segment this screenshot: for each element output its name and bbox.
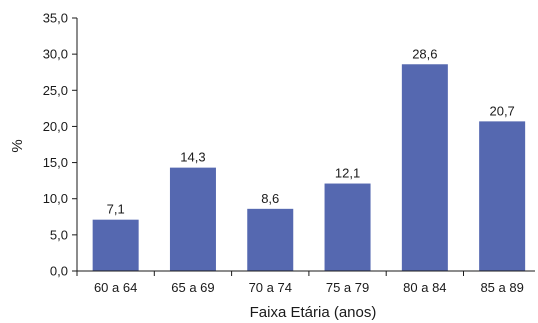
y-tick-label: 10,0	[43, 191, 68, 206]
x-tick-label: 80 a 84	[403, 280, 446, 295]
bar-value-label: 12,1	[335, 166, 360, 181]
bar	[324, 183, 371, 271]
y-tick-label: 5,0	[50, 227, 68, 242]
bar	[479, 121, 526, 272]
y-tick-label: 0,0	[50, 264, 68, 279]
y-tick-label: 25,0	[43, 83, 68, 98]
bar	[247, 208, 294, 271]
bar	[169, 167, 216, 271]
bar	[401, 64, 448, 272]
x-tick-label: 75 a 79	[326, 280, 369, 295]
y-tick-label: 15,0	[43, 155, 68, 170]
bar-value-label: 14,3	[180, 150, 205, 165]
bar-value-label: 28,6	[412, 46, 437, 61]
bar-value-label: 20,7	[489, 103, 514, 118]
x-axis-ticks: 60 a 64 65 a 69 70 a 74 75 a 79 80 a 84 85 a …	[76, 271, 524, 295]
y-tick-label: 30,0	[43, 47, 68, 62]
y-axis-ticks: 0,0 5,0 10,0 15,0 20,0 25,0 30,0 35,0	[43, 11, 77, 279]
y-tick-label: 20,0	[43, 119, 68, 134]
y-axis-title: %	[9, 139, 26, 152]
x-tick-label: 60 a 64	[94, 280, 137, 295]
y-tick-label: 35,0	[43, 11, 68, 26]
x-tick-label: 85 a 89	[480, 280, 523, 295]
x-axis-title: Faixa Etária (anos)	[250, 304, 377, 321]
x-tick-label: 70 a 74	[249, 280, 292, 295]
x-tick-label: 65 a 69	[171, 280, 214, 295]
bar-value-label: 8,6	[261, 191, 279, 206]
bar	[92, 219, 139, 271]
bar-value-label: 7,1	[107, 202, 125, 217]
bars: 7,1 14,3 8,6 12,1 28,6 20,7	[92, 46, 526, 272]
